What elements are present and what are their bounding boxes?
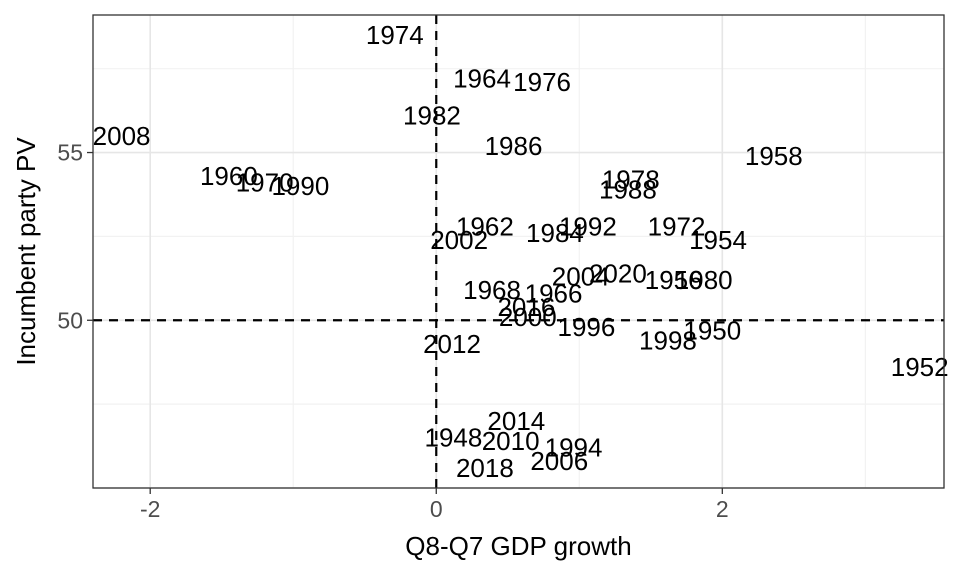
point-label: 2004 [552,262,610,292]
panel-border [92,14,945,489]
point-label: 1952 [891,352,949,382]
point-label: 1996 [558,312,616,342]
point-label: 2008 [93,121,151,151]
point-label: 1962 [456,211,514,241]
point-label: 1974 [366,20,424,50]
x-axis: -2 0 2 [140,488,729,522]
point-label: 1954 [689,225,747,255]
point-label: 1968 [463,275,521,305]
point-label: 1992 [559,211,617,241]
y-axis: 50 55 [57,140,93,333]
point-label: 1964 [453,64,511,94]
point-label: 1988 [599,174,657,204]
point-label: 1960 [200,161,258,191]
point-label: 1958 [745,141,803,171]
y-tick-label: 55 [57,140,83,166]
x-tick-label: 2 [716,496,729,522]
point-label: 2012 [423,329,481,359]
point-label: 1982 [403,101,461,131]
point-label: 2000 [499,302,557,332]
point-label: 2014 [487,406,545,436]
point-label: 1986 [485,131,543,161]
reference-lines [93,15,944,488]
x-tick-label: 0 [430,496,443,522]
grid-minor [93,15,944,488]
point-label: 1966 [525,278,583,308]
point-label: 2006 [530,446,588,476]
point-label: 1970 [236,168,294,198]
point-label: 1990 [271,171,329,201]
y-axis-title: Incumbent party PV [11,137,41,366]
point-label: 2020 [589,258,647,288]
point-label: 1998 [639,325,697,355]
x-axis-title: Q8-Q7 GDP growth [405,531,631,561]
point-label: 1980 [675,265,733,295]
panel-background [93,15,944,488]
point-label: 1984 [526,218,584,248]
point-label: 2010 [482,426,540,456]
point-label: 1950 [683,315,741,345]
point-label: 1972 [648,211,706,241]
point-label: 1956 [645,265,703,295]
y-tick-label: 50 [57,307,83,333]
point-labels: 1948 1950 1952 1954 1956 1958 1960 1962 1964 1966… [93,20,949,483]
point-label: 1948 [425,423,483,453]
point-label: 1978 [602,164,660,194]
point-label: 1976 [513,67,571,97]
point-label: 2016 [497,292,555,322]
x-tick-label: -2 [140,496,160,522]
point-label: 2002 [430,225,488,255]
point-label: 2018 [456,453,514,483]
point-label: 1994 [545,433,603,463]
